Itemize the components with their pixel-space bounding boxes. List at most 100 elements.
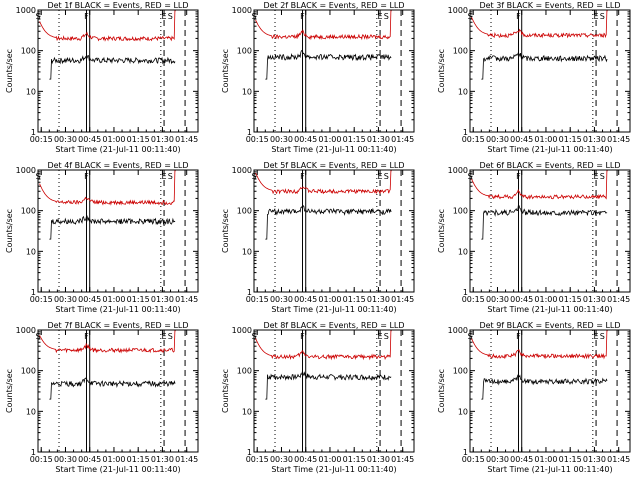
x-tick-label: 01:00 <box>318 135 341 144</box>
x-tick-label: 01:15 <box>127 295 150 304</box>
plot-title: Det 8f BLACK = Events, RED = LLD <box>263 321 404 330</box>
series-events <box>265 204 392 240</box>
y-tick-label: 1 <box>247 288 252 297</box>
marker-label-s: S <box>35 332 40 341</box>
marker-label-f: F <box>300 12 305 21</box>
y-tick-label: 10 <box>26 247 36 256</box>
marker-label-s: S <box>384 332 389 341</box>
y-axis-label: Counts/sec <box>437 209 446 253</box>
y-axis-label: Counts/sec <box>221 49 230 93</box>
marker-label-s: S <box>467 332 472 341</box>
x-tick-label: 00:30 <box>270 455 293 464</box>
marker-label-s: S <box>600 332 605 341</box>
marker-label-s: S <box>168 12 173 21</box>
x-tick-label: 01:00 <box>534 455 557 464</box>
marker-label-e: E <box>378 12 383 21</box>
x-axis-label: Start Time (21-Jul-11 00:11:40) <box>55 145 180 154</box>
y-tick-label: 10 <box>242 247 252 256</box>
panel-8: Det 8f BLACK = Events, RED = LLD 1 10 100 10… <box>221 321 415 474</box>
y-tick-label: 100 <box>21 207 36 216</box>
marker-label-s: S <box>251 332 256 341</box>
series-events <box>481 374 608 400</box>
y-tick-label: 100 <box>237 47 252 56</box>
marker-label-f: F <box>516 332 521 341</box>
series-lld <box>255 330 392 361</box>
panel-4: Det 4f BLACK = Events, RED = LLD 1 10 100 10… <box>5 161 199 314</box>
marker-label-f: F <box>300 172 305 181</box>
x-tick-label: 00:45 <box>294 295 317 304</box>
marker-label-e: E <box>594 332 599 341</box>
y-tick-label: 1000 <box>232 6 252 15</box>
marker-label-s: S <box>384 172 389 181</box>
panel-9: Det 9f BLACK = Events, RED = LLD 1 10 100 10… <box>437 321 631 474</box>
x-tick-label: 00:45 <box>510 135 533 144</box>
x-tick-label: 01:15 <box>343 295 366 304</box>
x-tick-label: 00:45 <box>78 295 101 304</box>
x-axis-label: Start Time (21-Jul-11 00:11:40) <box>271 305 396 314</box>
x-tick-label: 01:00 <box>102 455 125 464</box>
series-lld <box>39 10 176 42</box>
y-tick-label: 1000 <box>16 326 36 335</box>
x-tick-label: 01:15 <box>127 455 150 464</box>
x-axis-label: Start Time (21-Jul-11 00:11:40) <box>55 465 180 474</box>
marker-label-s: S <box>168 332 173 341</box>
panel-3: Det 3f BLACK = Events, RED = LLD 1 10 100 10… <box>437 1 631 154</box>
y-tick-label: 100 <box>237 207 252 216</box>
marker-label-e: E <box>162 332 167 341</box>
plot-title: Det 6f BLACK = Events, RED = LLD <box>479 161 620 170</box>
series-lld <box>255 10 392 41</box>
x-tick-label: 00:30 <box>54 135 77 144</box>
series-events <box>481 204 608 240</box>
series-lld <box>471 10 608 39</box>
x-tick-label: 01:00 <box>534 295 557 304</box>
x-tick-label: 01:30 <box>367 135 390 144</box>
x-axis-label: Start Time (21-Jul-11 00:11:40) <box>487 465 612 474</box>
x-tick-label: 01:45 <box>175 135 198 144</box>
plot-frame <box>469 329 631 453</box>
y-axis-label: Counts/sec <box>221 209 230 253</box>
x-tick-label: 00:30 <box>486 135 509 144</box>
x-tick-label: 01:45 <box>607 135 630 144</box>
x-tick-label: 00:30 <box>486 295 509 304</box>
x-axis-label: Start Time (21-Jul-11 00:11:40) <box>55 305 180 314</box>
x-tick-label: 00:15 <box>462 295 485 304</box>
y-tick-label: 10 <box>26 407 36 416</box>
marker-label-s: S <box>35 172 40 181</box>
x-tick-label: 01:00 <box>318 455 341 464</box>
panel-5: Det 5f BLACK = Events, RED = LLD 1 10 100 10… <box>221 161 415 314</box>
marker-label-s: S <box>600 172 605 181</box>
marker-label-e: E <box>594 172 599 181</box>
y-tick-label: 1000 <box>16 166 36 175</box>
x-tick-label: 00:45 <box>78 455 101 464</box>
series-lld <box>471 330 608 360</box>
plot-frame <box>469 169 631 293</box>
x-tick-label: 01:15 <box>559 455 582 464</box>
series-lld <box>255 170 392 195</box>
x-tick-label: 00:15 <box>30 295 53 304</box>
y-tick-label: 10 <box>26 87 36 96</box>
plot-title: Det 9f BLACK = Events, RED = LLD <box>479 321 620 330</box>
y-tick-label: 100 <box>453 367 468 376</box>
y-tick-label: 10 <box>458 87 468 96</box>
y-tick-label: 100 <box>237 367 252 376</box>
x-tick-label: 01:45 <box>607 295 630 304</box>
marker-label-e: E <box>162 12 167 21</box>
marker-label-s: S <box>384 12 389 21</box>
x-axis-label: Start Time (21-Jul-11 00:11:40) <box>271 465 396 474</box>
series-events <box>49 375 176 400</box>
y-tick-label: 1 <box>31 128 36 137</box>
y-axis-label: Counts/sec <box>437 369 446 413</box>
x-tick-label: 01:15 <box>343 135 366 144</box>
x-tick-label: 00:15 <box>246 455 269 464</box>
series-lld <box>39 170 176 206</box>
y-axis-label: Counts/sec <box>437 49 446 93</box>
series-lld <box>39 330 176 354</box>
y-tick-label: 1000 <box>448 166 468 175</box>
marker-label-e: E <box>378 332 383 341</box>
x-tick-label: 00:15 <box>30 135 53 144</box>
series-events <box>49 215 176 240</box>
plot-title: Det 1f BLACK = Events, RED = LLD <box>47 1 188 10</box>
series-events <box>481 51 608 80</box>
y-tick-label: 1000 <box>232 166 252 175</box>
